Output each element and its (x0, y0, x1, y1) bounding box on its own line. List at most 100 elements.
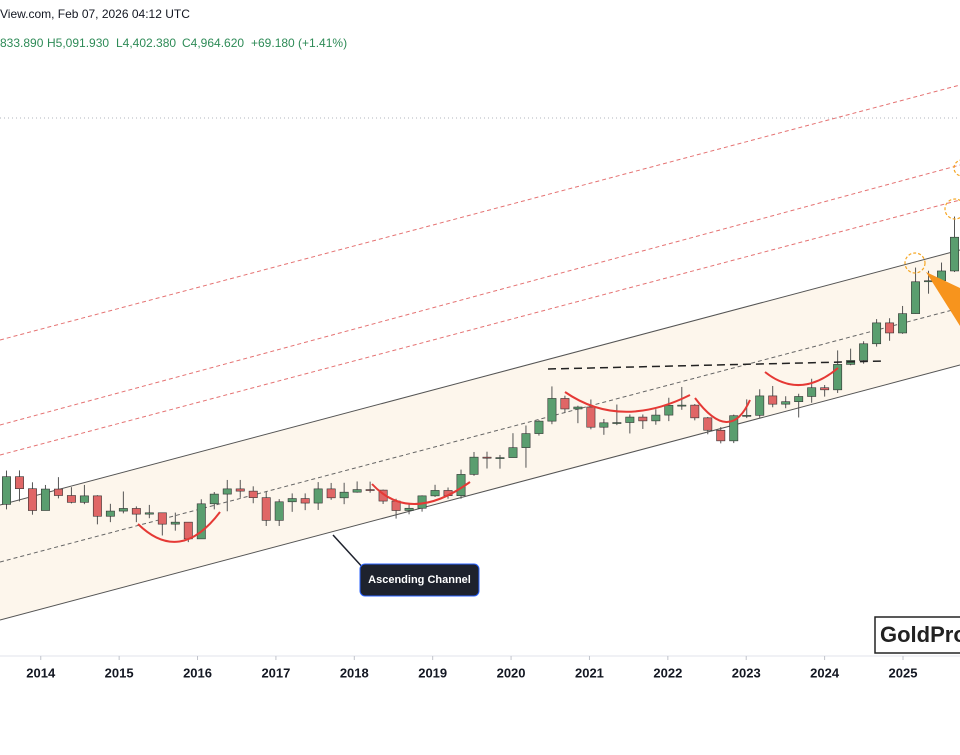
candle-body (261, 497, 271, 521)
highlight-circle (904, 252, 926, 274)
candles (2, 216, 959, 543)
candle-body (209, 493, 219, 505)
callout-pointer (332, 534, 366, 571)
header-source: View.com, Feb 07, 2026 04:12 UTC (0, 7, 190, 21)
channel-fill (0, 250, 960, 620)
x-tick-label: 2016 (183, 665, 212, 680)
candle-body (573, 406, 583, 410)
cup-curve (371, 481, 471, 505)
candle-body (586, 406, 596, 428)
candle-body (352, 489, 362, 493)
cup-curve (137, 511, 221, 543)
channel-mid (0, 307, 960, 563)
candle-body (898, 313, 908, 334)
ohlc-line: 833.890 H5,091.930 L4,402.380 C4,964.620… (0, 36, 347, 50)
candle-body (326, 488, 336, 499)
candle-body (742, 415, 752, 417)
callout-box (359, 563, 480, 597)
candle-body (625, 416, 635, 423)
x-tick-label: 2017 (261, 665, 290, 680)
cup-curve (694, 397, 751, 423)
candle-body (547, 398, 557, 422)
candle-body (92, 495, 102, 517)
candle-body (118, 508, 128, 512)
watermark-text: GoldPro (880, 622, 960, 647)
candle-body (40, 488, 50, 511)
resistance-line (547, 360, 886, 370)
candle-body (833, 364, 843, 391)
watermark-box (874, 616, 960, 654)
candle-body (729, 415, 739, 442)
highlight-circle (944, 198, 960, 220)
candle-body (144, 512, 154, 515)
candle-body (248, 490, 258, 498)
candle-body (28, 488, 37, 511)
candle-body (300, 498, 310, 504)
candle-body (521, 433, 531, 448)
highlight-circles (904, 159, 960, 274)
candle-body (482, 456, 492, 459)
target-line (0, 164, 960, 426)
highlight-circle (953, 159, 960, 177)
candle-body (677, 404, 687, 407)
x-axis: 2014 2015 2016 2017 2018 2019 2020 2021 2022 2023… (26, 656, 917, 680)
candle-body (911, 281, 921, 314)
candle-body (2, 476, 11, 505)
candle-body (495, 457, 505, 459)
channel-lower (0, 364, 960, 621)
candle-body (885, 322, 895, 334)
candle-body (469, 456, 479, 475)
candle-body (534, 420, 544, 434)
channel (0, 84, 960, 621)
candle-body (794, 396, 804, 402)
target-line (0, 84, 960, 341)
x-tick-label: 2015 (105, 665, 134, 680)
candle-body (79, 495, 89, 503)
cup-curves (137, 367, 839, 543)
x-tick-label: 2020 (497, 665, 526, 680)
candle-body (768, 395, 778, 405)
candle-body (183, 521, 193, 540)
candle-body (820, 387, 830, 391)
candle-body (365, 489, 375, 491)
candle-body (664, 405, 674, 416)
candle-body (339, 491, 349, 499)
x-tick-label: 2023 (732, 665, 761, 680)
candle-body (287, 498, 297, 503)
candle-body (235, 488, 245, 492)
candle-body (430, 490, 440, 497)
x-tick-label: 2019 (418, 665, 447, 680)
candle-body (703, 417, 713, 431)
candle-body (196, 503, 206, 540)
arrow (926, 272, 960, 326)
candle-body (872, 322, 882, 345)
candle-body (781, 401, 791, 405)
ohlc-change: +69.180 (+1.41%) (251, 36, 347, 50)
candle-body (105, 510, 115, 517)
candle-body (690, 404, 700, 419)
candle-body (638, 416, 648, 422)
x-tick-label: 2024 (810, 665, 840, 680)
candle-body (599, 422, 609, 428)
ohlc-open: 833.890 (0, 36, 44, 50)
candle-body (651, 414, 661, 422)
x-tick-label: 2022 (653, 665, 682, 680)
channel-upper (0, 249, 960, 506)
candle-body (53, 488, 63, 496)
candle-body (222, 488, 232, 495)
candle-body (612, 422, 622, 424)
candle-body (924, 280, 933, 283)
candle-body (170, 521, 180, 525)
candle-body (508, 447, 518, 458)
ohlc-close: C4,964.620 (182, 36, 244, 50)
candle-body (560, 398, 570, 410)
candle-body (859, 343, 869, 361)
cup-curve (564, 391, 691, 413)
candle-body (15, 476, 24, 490)
candle-body (313, 488, 323, 504)
x-tick-label: 2018 (340, 665, 369, 680)
x-tick-label: 2021 (575, 665, 604, 680)
